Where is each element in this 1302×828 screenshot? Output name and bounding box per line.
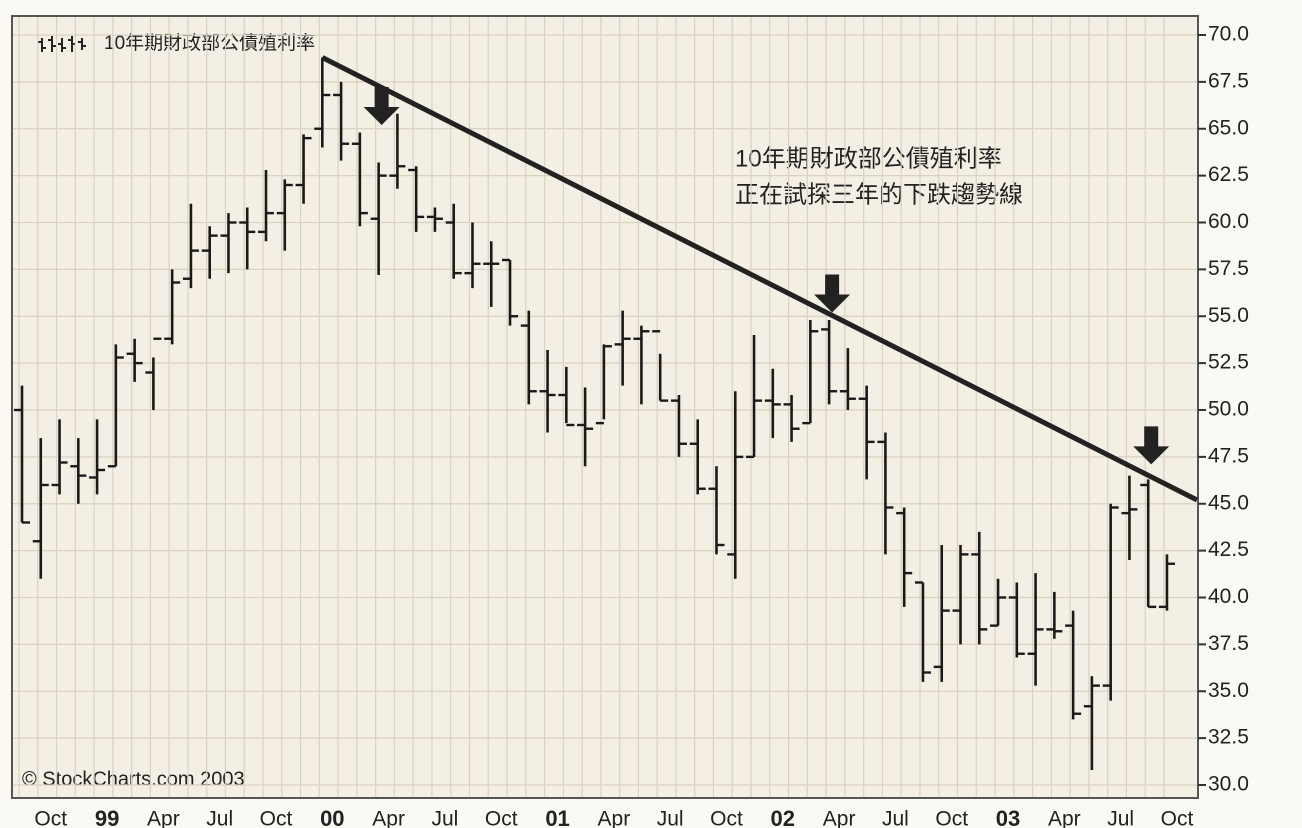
x-tick-label: Apr	[823, 808, 856, 828]
y-tick-label: 40.0	[1208, 585, 1249, 608]
x-tick-label: 03	[996, 806, 1020, 828]
x-tick-label: Jul	[432, 808, 459, 828]
credit: © StockCharts.com 2003	[22, 768, 245, 790]
trendline	[321, 55, 1199, 503]
y-tick-label: 45.0	[1208, 491, 1249, 514]
x-tick-label: Oct	[1161, 808, 1194, 828]
x-tick-label: Apr	[1048, 808, 1081, 828]
x-tick-label: 01	[545, 806, 569, 828]
y-tick-label: 57.5	[1208, 257, 1249, 280]
x-tick-label: 02	[771, 806, 795, 828]
arrow	[363, 87, 400, 125]
y-tick-label: 37.5	[1208, 632, 1249, 655]
y-tick-label: 42.5	[1208, 538, 1249, 561]
y-tick-label: 55.0	[1208, 304, 1249, 327]
x-tick-label: 99	[95, 806, 119, 828]
y-tick-label: 52.5	[1208, 351, 1249, 374]
y-tick-label: 30.0	[1208, 773, 1249, 796]
x-tick-label: Apr	[372, 808, 405, 828]
x-tick-label: Apr	[598, 808, 631, 828]
x-tick-label: Oct	[710, 808, 743, 828]
x-tick-label: Oct	[485, 808, 518, 828]
y-tick-label: 50.0	[1208, 398, 1249, 421]
y-tick-label: 62.5	[1208, 163, 1249, 186]
annotation: 10年期財政部公債殖利率	[735, 145, 1002, 172]
y-tick-label: 67.5	[1208, 69, 1249, 92]
x-tick-label: Oct	[935, 808, 968, 828]
x-tick-label: 00	[320, 806, 344, 828]
y-tick-label: 65.0	[1208, 116, 1249, 139]
y-tick-label: 60.0	[1208, 210, 1249, 233]
arrow	[814, 274, 851, 313]
x-tick-label: Apr	[147, 808, 180, 828]
y-tick-label: 35.0	[1208, 679, 1249, 702]
x-tick-label: Jul	[1107, 808, 1134, 828]
x-tick-label: Jul	[206, 808, 233, 828]
annotation: 正在試探三年的下跌趨勢線	[735, 181, 1023, 208]
y-tick-label: 32.5	[1208, 726, 1249, 749]
y-tick-label: 70.0	[1208, 23, 1249, 46]
arrow	[1133, 426, 1170, 465]
series-title: 10年期財政部公債殖利率	[104, 32, 315, 54]
y-tick-label: 47.5	[1208, 444, 1249, 467]
x-tick-label: Oct	[34, 808, 67, 828]
legend-icon	[38, 36, 86, 52]
x-tick-label: Jul	[882, 808, 909, 828]
x-tick-label: Jul	[657, 808, 684, 828]
x-tick-label: Oct	[260, 808, 293, 828]
